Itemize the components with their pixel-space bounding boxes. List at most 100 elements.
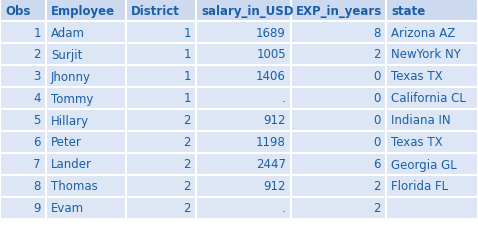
Text: 6: 6 bbox=[373, 158, 381, 171]
Text: 9: 9 bbox=[33, 202, 41, 215]
Bar bbox=[386, 44, 478, 66]
Text: Indiana IN: Indiana IN bbox=[391, 114, 451, 127]
Text: Texas TX: Texas TX bbox=[391, 136, 443, 149]
Text: District: District bbox=[131, 5, 180, 17]
Text: 2: 2 bbox=[373, 202, 381, 215]
Text: Jhonny: Jhonny bbox=[51, 70, 91, 83]
Bar bbox=[0, 44, 46, 66]
Bar bbox=[291, 0, 386, 22]
Bar bbox=[126, 131, 196, 153]
Text: 8: 8 bbox=[374, 26, 381, 39]
Bar bbox=[196, 197, 291, 219]
Bar bbox=[126, 22, 196, 44]
Bar bbox=[126, 153, 196, 175]
Bar bbox=[46, 22, 126, 44]
Text: Obs: Obs bbox=[5, 5, 31, 17]
Text: 0: 0 bbox=[374, 70, 381, 83]
Bar bbox=[126, 0, 196, 22]
Bar bbox=[291, 153, 386, 175]
Text: 1: 1 bbox=[184, 48, 191, 61]
Text: Tommy: Tommy bbox=[51, 92, 93, 105]
Text: 912: 912 bbox=[263, 114, 286, 127]
Bar bbox=[196, 22, 291, 44]
Text: Employee: Employee bbox=[51, 5, 115, 17]
Bar bbox=[196, 175, 291, 197]
Bar bbox=[0, 66, 46, 88]
Text: 1: 1 bbox=[33, 26, 41, 39]
Text: 2: 2 bbox=[184, 180, 191, 193]
Bar bbox=[386, 197, 478, 219]
Text: .: . bbox=[282, 92, 286, 105]
Text: 2447: 2447 bbox=[256, 158, 286, 171]
Text: 1: 1 bbox=[184, 92, 191, 105]
Text: 1406: 1406 bbox=[256, 70, 286, 83]
Bar bbox=[291, 109, 386, 131]
Bar bbox=[46, 175, 126, 197]
Text: Peter: Peter bbox=[51, 136, 82, 149]
Bar bbox=[126, 88, 196, 109]
Bar bbox=[386, 22, 478, 44]
Bar bbox=[46, 153, 126, 175]
Bar bbox=[46, 0, 126, 22]
Bar bbox=[46, 131, 126, 153]
Bar bbox=[126, 175, 196, 197]
Bar bbox=[291, 22, 386, 44]
Text: 1: 1 bbox=[184, 70, 191, 83]
Bar bbox=[0, 175, 46, 197]
Text: 2: 2 bbox=[33, 48, 41, 61]
Text: 8: 8 bbox=[33, 180, 41, 193]
Bar bbox=[0, 0, 46, 22]
Bar bbox=[291, 66, 386, 88]
Text: 2: 2 bbox=[184, 136, 191, 149]
Text: 3: 3 bbox=[33, 70, 41, 83]
Text: 2: 2 bbox=[184, 158, 191, 171]
Bar bbox=[291, 131, 386, 153]
Bar bbox=[0, 131, 46, 153]
Bar bbox=[196, 131, 291, 153]
Bar bbox=[291, 197, 386, 219]
Bar bbox=[126, 109, 196, 131]
Text: salary_in_USD: salary_in_USD bbox=[201, 5, 293, 17]
Bar bbox=[196, 153, 291, 175]
Text: Adam: Adam bbox=[51, 26, 85, 39]
Bar bbox=[46, 44, 126, 66]
Bar bbox=[0, 153, 46, 175]
Bar bbox=[291, 175, 386, 197]
Bar bbox=[386, 153, 478, 175]
Text: 0: 0 bbox=[374, 114, 381, 127]
Bar bbox=[386, 109, 478, 131]
Text: 2: 2 bbox=[184, 202, 191, 215]
Bar bbox=[0, 109, 46, 131]
Text: 2: 2 bbox=[184, 114, 191, 127]
Bar bbox=[0, 22, 46, 44]
Text: NewYork NY: NewYork NY bbox=[391, 48, 461, 61]
Text: Thomas: Thomas bbox=[51, 180, 98, 193]
Text: .: . bbox=[282, 202, 286, 215]
Text: 1: 1 bbox=[184, 26, 191, 39]
Text: 4: 4 bbox=[33, 92, 41, 105]
Bar bbox=[386, 175, 478, 197]
Text: 2: 2 bbox=[373, 180, 381, 193]
Bar bbox=[291, 88, 386, 109]
Text: Evam: Evam bbox=[51, 202, 84, 215]
Text: Surjit: Surjit bbox=[51, 48, 82, 61]
Bar bbox=[46, 66, 126, 88]
Text: Georgia GL: Georgia GL bbox=[391, 158, 457, 171]
Bar bbox=[196, 88, 291, 109]
Text: Hillary: Hillary bbox=[51, 114, 89, 127]
Text: state: state bbox=[391, 5, 425, 17]
Bar bbox=[0, 88, 46, 109]
Text: EXP_in_years: EXP_in_years bbox=[296, 5, 382, 17]
Text: 5: 5 bbox=[33, 114, 41, 127]
Bar bbox=[386, 0, 478, 22]
Text: Texas TX: Texas TX bbox=[391, 70, 443, 83]
Text: 6: 6 bbox=[33, 136, 41, 149]
Text: Arizona AZ: Arizona AZ bbox=[391, 26, 455, 39]
Text: Lander: Lander bbox=[51, 158, 92, 171]
Bar bbox=[196, 66, 291, 88]
Text: California CL: California CL bbox=[391, 92, 466, 105]
Bar bbox=[46, 109, 126, 131]
Bar bbox=[46, 197, 126, 219]
Bar bbox=[0, 197, 46, 219]
Text: 1005: 1005 bbox=[256, 48, 286, 61]
